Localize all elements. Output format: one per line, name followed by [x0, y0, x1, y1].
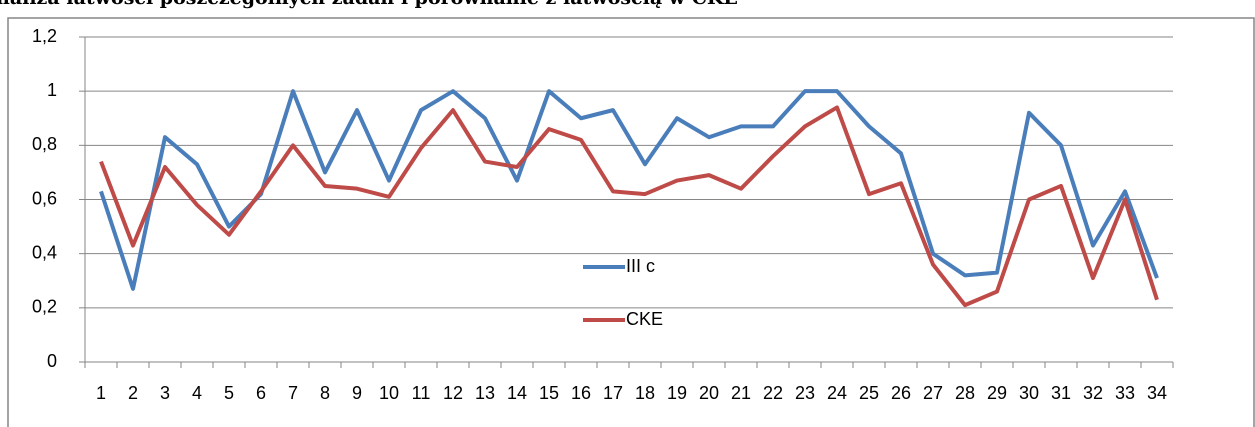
x-tick-label: 1	[96, 383, 106, 403]
x-tick-label: 13	[475, 383, 495, 403]
x-tick-label: 21	[731, 383, 751, 403]
x-tick-label: 18	[635, 383, 655, 403]
x-tick-label: 11	[412, 383, 431, 403]
x-tick-label: 9	[352, 383, 362, 403]
y-tick-label: 0,4	[32, 242, 57, 262]
y-tick-label: 0,6	[32, 188, 57, 208]
x-tick-label: 31	[1051, 383, 1071, 403]
x-tick-label: 30	[1019, 383, 1039, 403]
x-tick-label: 19	[667, 383, 687, 403]
chart-frame	[7, 17, 1255, 427]
series-line	[99, 89, 1159, 291]
x-tick-label: 32	[1083, 383, 1103, 403]
x-tick-label: 14	[507, 383, 527, 403]
x-tick-label: 23	[795, 383, 815, 403]
y-tick-label: 1	[47, 80, 57, 100]
y-tick-label: 1,2	[32, 26, 57, 46]
x-tick-label: 3	[160, 383, 170, 403]
legend-label: CKE	[626, 309, 663, 329]
x-tick-label: 6	[256, 383, 266, 403]
x-tick-label: 10	[379, 383, 399, 403]
x-tick-label: 5	[224, 383, 234, 403]
x-tick-label: 33	[1115, 383, 1135, 403]
x-tick-label: 24	[827, 383, 847, 403]
chart-title: naliza łatwości poszczególnych zadań i p…	[0, 0, 738, 9]
x-tick-label: 25	[859, 383, 879, 403]
x-tick-label: 34	[1147, 383, 1167, 403]
y-tick-label: 0,2	[32, 297, 57, 317]
x-tick-label: 2	[128, 383, 138, 403]
legend-label: III c	[626, 256, 655, 276]
x-tick-label: 22	[763, 383, 783, 403]
series-line	[99, 105, 1159, 308]
x-tick-label: 28	[955, 383, 975, 403]
x-tick-label: 29	[987, 383, 1007, 403]
y-tick-label: 0	[47, 351, 57, 371]
x-tick-label: 16	[571, 383, 591, 403]
x-tick-label: 27	[923, 383, 943, 403]
x-tick-label: 15	[539, 383, 559, 403]
title-band	[0, 0, 1255, 17]
x-tick-label: 7	[288, 383, 298, 403]
x-tick-label: 4	[192, 383, 202, 403]
y-tick-label: 0,8	[32, 134, 57, 154]
x-tick-label: 12	[443, 383, 463, 403]
x-tick-label: 26	[891, 383, 911, 403]
x-tick-label: 8	[320, 383, 330, 403]
x-tick-label: 17	[603, 383, 623, 403]
x-tick-label: 20	[699, 383, 719, 403]
